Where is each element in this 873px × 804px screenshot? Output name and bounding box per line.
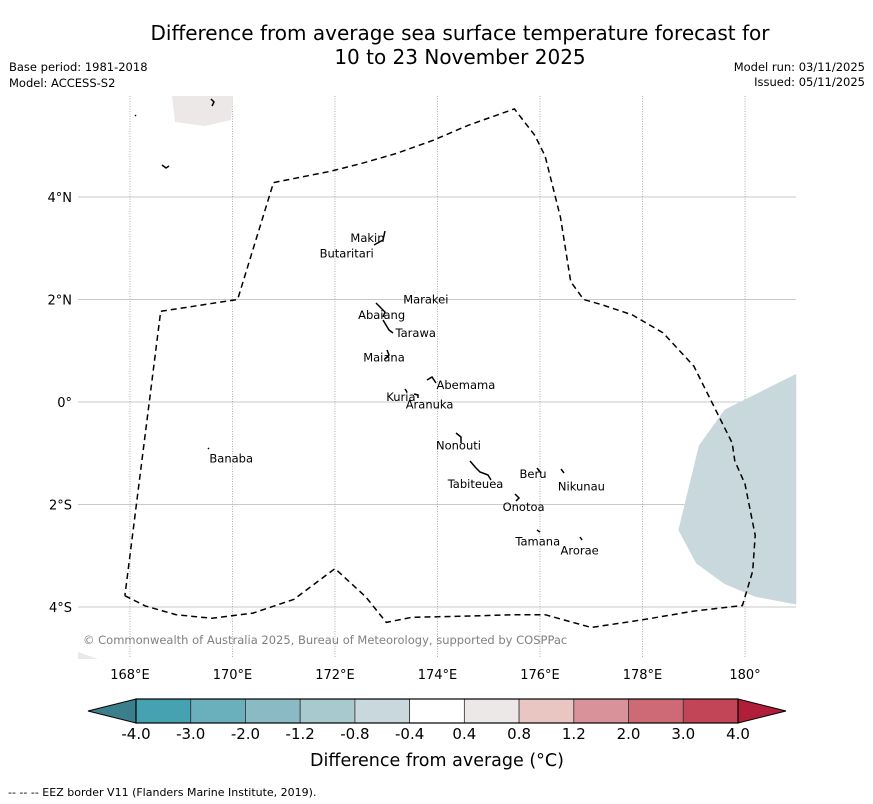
colorbar-tick-label: -1.2: [285, 725, 315, 743]
colorbar-tick-label: -2.0: [230, 725, 261, 743]
colorbar-tick-label: 0.8: [507, 725, 532, 743]
axis-tick-labels: 4°N 2°N 0° 2°S 4°S 168°E 170°E 172°E 174°E 176°E 1…: [48, 191, 761, 683]
island-shape: [382, 319, 394, 334]
colorbar-tick-label: 0.4: [452, 725, 477, 743]
island-shape: [373, 230, 386, 246]
island-shape: [384, 349, 390, 360]
anomaly-regions: [678, 373, 797, 605]
land-areas: [78, 96, 233, 659]
lat-tick-label: 0°: [57, 396, 72, 411]
island-shape: [375, 302, 386, 318]
lat-tick-label: 2°S: [49, 499, 72, 514]
title-line-1: Difference from average sea surface temp…: [150, 21, 770, 45]
colorbar-tick-label: -0.8: [340, 725, 370, 743]
colorbar-bin: [409, 698, 465, 724]
island-shape: [469, 460, 492, 481]
eez-footnote: -- -- -- EEZ border V11 (Flanders Marine…: [8, 786, 317, 799]
place-label: Onotoa: [503, 500, 545, 514]
lon-tick-label: 168°E: [110, 668, 150, 683]
title-line-2: 10 to 23 November 2025: [334, 45, 586, 69]
model-name: Model: ACCESS-S2: [9, 76, 116, 90]
place-label: Tarawa: [395, 326, 436, 340]
colorbar-under-extension: [87, 698, 137, 724]
place-label: Banaba: [209, 451, 253, 465]
colorbar-tick-label: 1.2: [561, 725, 586, 743]
place-label: Kuria: [386, 390, 415, 404]
copyright-text: © Commonwealth of Australia 2025, Bureau…: [83, 633, 567, 647]
metadata-left: Base period: 1981-2018 Model: ACCESS-S2: [9, 59, 148, 91]
place-label: Nonouti: [436, 439, 481, 453]
lon-tick-label: 170°E: [213, 668, 253, 683]
colorbar-over-extension: [737, 698, 787, 724]
colorbar-bin: [135, 698, 192, 724]
lat-tick-label: 2°N: [48, 294, 73, 309]
island-shape: [404, 388, 408, 393]
island-shape: [536, 529, 541, 533]
colorbar-bin: [628, 698, 684, 724]
place-label: Maiana: [363, 350, 405, 364]
lat-tick-label: 4°S: [49, 601, 72, 616]
place-label: Aranuka: [406, 398, 454, 412]
island-shape: [207, 447, 210, 450]
lon-tick-label: 178°E: [623, 668, 663, 683]
colorbar-bin: [463, 698, 520, 724]
colorbar-bin: [299, 698, 356, 724]
place-label: Beru: [520, 467, 547, 481]
eez-border-line: [124, 108, 756, 629]
place-label: Nikunau: [558, 480, 605, 494]
colorbar-frame: [135, 698, 739, 724]
place-label: Tabiteuea: [447, 477, 504, 491]
place-label: Arorae: [561, 544, 599, 558]
island-shape: [161, 164, 170, 169]
colorbar-title: Difference from average (°C): [310, 751, 564, 771]
metadata-right: Model run: 03/11/2025 Issued: 05/11/2025: [734, 60, 865, 90]
graticule: [78, 96, 796, 658]
islands: [134, 98, 583, 541]
lon-tick-label: 174°E: [418, 668, 458, 683]
island-shape: [134, 114, 137, 117]
colorbar-bin: [518, 698, 575, 724]
island-shape: [455, 432, 462, 443]
island-shape: [560, 468, 565, 474]
colorbar-tick-label: -4.0: [121, 725, 151, 743]
place-label: Tamana: [514, 534, 560, 548]
colorbar-bin: [573, 698, 629, 724]
colorbar-tick-label: -0.4: [394, 725, 425, 743]
island-shape: [210, 98, 215, 107]
island-shape: [413, 393, 419, 398]
place-label: Butaritari: [320, 246, 374, 260]
land-polygon: [78, 652, 98, 659]
place-label: Abemama: [437, 378, 496, 392]
island-shape: [514, 493, 521, 502]
colorbar-bin: [354, 698, 411, 724]
base-period: Base period: 1981-2018: [9, 60, 148, 74]
lon-tick-label: 180°: [729, 668, 760, 683]
lat-tick-label: 4°N: [48, 191, 73, 206]
place-label: Marakei: [403, 293, 448, 307]
colorbar-bin: [190, 698, 246, 724]
colorbar-tick-label: 2.0: [616, 725, 641, 743]
colorbar-tick-label: -3.0: [176, 725, 206, 743]
colorbar-bin: [682, 698, 739, 724]
colorbar-tick-label: 3.0: [671, 725, 696, 743]
anomaly-region-shape: [678, 373, 797, 605]
colorbar-bin: [245, 698, 301, 724]
place-label: Makin: [350, 231, 384, 245]
model-run: Model run: 03/11/2025: [733, 60, 865, 74]
chart-title: Difference from average sea surface temp…: [0, 21, 873, 69]
colorbar: [87, 698, 787, 724]
eez-border: [124, 108, 756, 629]
island-shape: [579, 536, 583, 541]
island-shape: [426, 375, 437, 384]
lon-tick-label: 176°E: [520, 668, 560, 683]
issued-date: Issued: 05/11/2025: [754, 75, 865, 89]
land-polygon: [172, 96, 233, 126]
colorbar-tick-label: 4.0: [726, 725, 750, 743]
place-label: Abaiang: [358, 308, 405, 322]
island-shape: [536, 467, 542, 474]
lon-tick-label: 172°E: [315, 668, 355, 683]
